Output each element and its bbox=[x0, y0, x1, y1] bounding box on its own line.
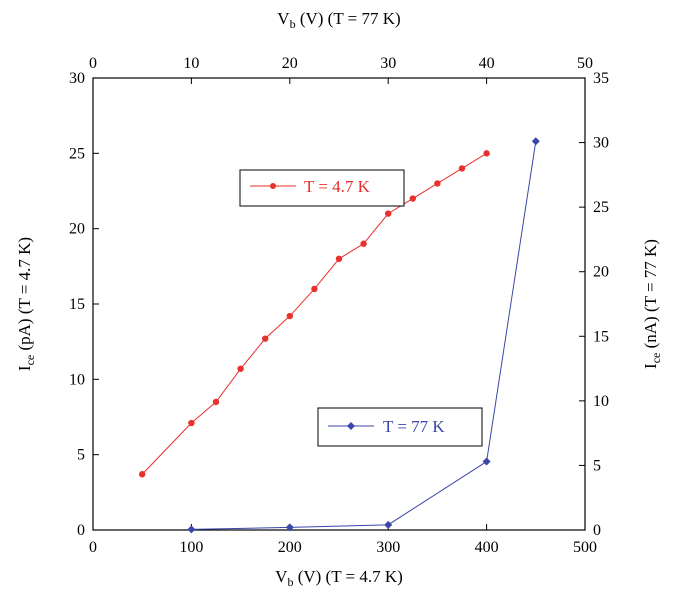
y-tick-label-4: 20 bbox=[69, 221, 85, 238]
y-tick-label-2: 10 bbox=[69, 371, 85, 388]
x-axis-label: Vb (V) (T = 4.7 K) bbox=[275, 567, 403, 589]
x2-tick-label-2: 20 bbox=[282, 55, 298, 72]
y-tick-label-3: 15 bbox=[69, 296, 85, 313]
x2-axis-label: Vb (V) (T = 77 K) bbox=[277, 9, 400, 31]
y-tick-label-6: 30 bbox=[69, 70, 85, 87]
series-0-point-8 bbox=[360, 240, 367, 247]
legend-red: T = 4.7 K bbox=[239, 169, 405, 207]
y-axis-label: Ice (pA) (T = 4.7 K) bbox=[15, 237, 37, 371]
x2-tick-label-3: 30 bbox=[380, 55, 396, 72]
series-0-point-3 bbox=[237, 365, 244, 372]
y-tick-label-1: 5 bbox=[77, 447, 85, 464]
x-tick-label-0: 0 bbox=[89, 539, 97, 556]
series-0-point-1 bbox=[188, 419, 195, 427]
legend-red-marker bbox=[270, 183, 276, 189]
legend-blue: T = 77 K bbox=[317, 407, 483, 447]
series-1-point-1 bbox=[285, 523, 294, 532]
series-1-point-3 bbox=[482, 457, 491, 466]
x2-tick-label-1: 10 bbox=[183, 55, 199, 72]
series-1-point-4 bbox=[531, 137, 540, 146]
y2-axis-label: Ice (nA) (T = 77 K) bbox=[641, 239, 663, 369]
x-tick-label-5: 500 bbox=[573, 539, 597, 556]
legend-blue-box bbox=[317, 407, 483, 447]
x-tick-label-3: 300 bbox=[376, 539, 400, 556]
x2-tick-label-0: 0 bbox=[89, 55, 97, 72]
x-tick-label-4: 400 bbox=[475, 539, 499, 556]
series-0-point-0 bbox=[139, 471, 146, 478]
y2-tick-label-6: 30 bbox=[593, 135, 609, 152]
legend-blue-marker bbox=[347, 422, 355, 430]
legend-red-box bbox=[239, 169, 405, 207]
y2-tick-label-5: 25 bbox=[593, 199, 609, 216]
series-0-point-5 bbox=[286, 312, 293, 320]
legend-red-label: T = 4.7 K bbox=[304, 177, 371, 196]
series-0-point-6 bbox=[311, 285, 318, 293]
x2-tick-label-4: 40 bbox=[479, 55, 495, 72]
legend-blue-label: T = 77 K bbox=[383, 417, 445, 436]
series-0-point-12 bbox=[458, 165, 466, 172]
y2-tick-label-3: 15 bbox=[593, 328, 609, 345]
series-layer bbox=[139, 137, 540, 534]
series-0-point-4 bbox=[262, 335, 269, 342]
series-0-point-10 bbox=[409, 195, 416, 202]
series-0-point-9 bbox=[385, 210, 392, 217]
y2-tick-label-1: 5 bbox=[593, 457, 601, 474]
series-0-point-2 bbox=[212, 398, 220, 406]
x-tick-label-1: 100 bbox=[179, 539, 203, 556]
y-tick-label-5: 25 bbox=[69, 145, 85, 162]
series-0-point-7 bbox=[335, 255, 343, 262]
y2-tick-label-0: 0 bbox=[593, 522, 601, 539]
series-1-point-0 bbox=[187, 525, 196, 534]
y2-tick-label-7: 35 bbox=[593, 70, 609, 87]
y-tick-label-0: 0 bbox=[77, 522, 85, 539]
x2-tick-label-5: 50 bbox=[577, 55, 593, 72]
y2-tick-label-2: 10 bbox=[593, 393, 609, 410]
series-0-line bbox=[141, 152, 487, 475]
x-tick-label-2: 200 bbox=[278, 539, 302, 556]
y2-tick-label-4: 20 bbox=[593, 264, 609, 281]
series-0-point-11 bbox=[434, 180, 441, 187]
series-1-point-2 bbox=[384, 520, 393, 529]
series-0-point-13 bbox=[483, 150, 490, 157]
